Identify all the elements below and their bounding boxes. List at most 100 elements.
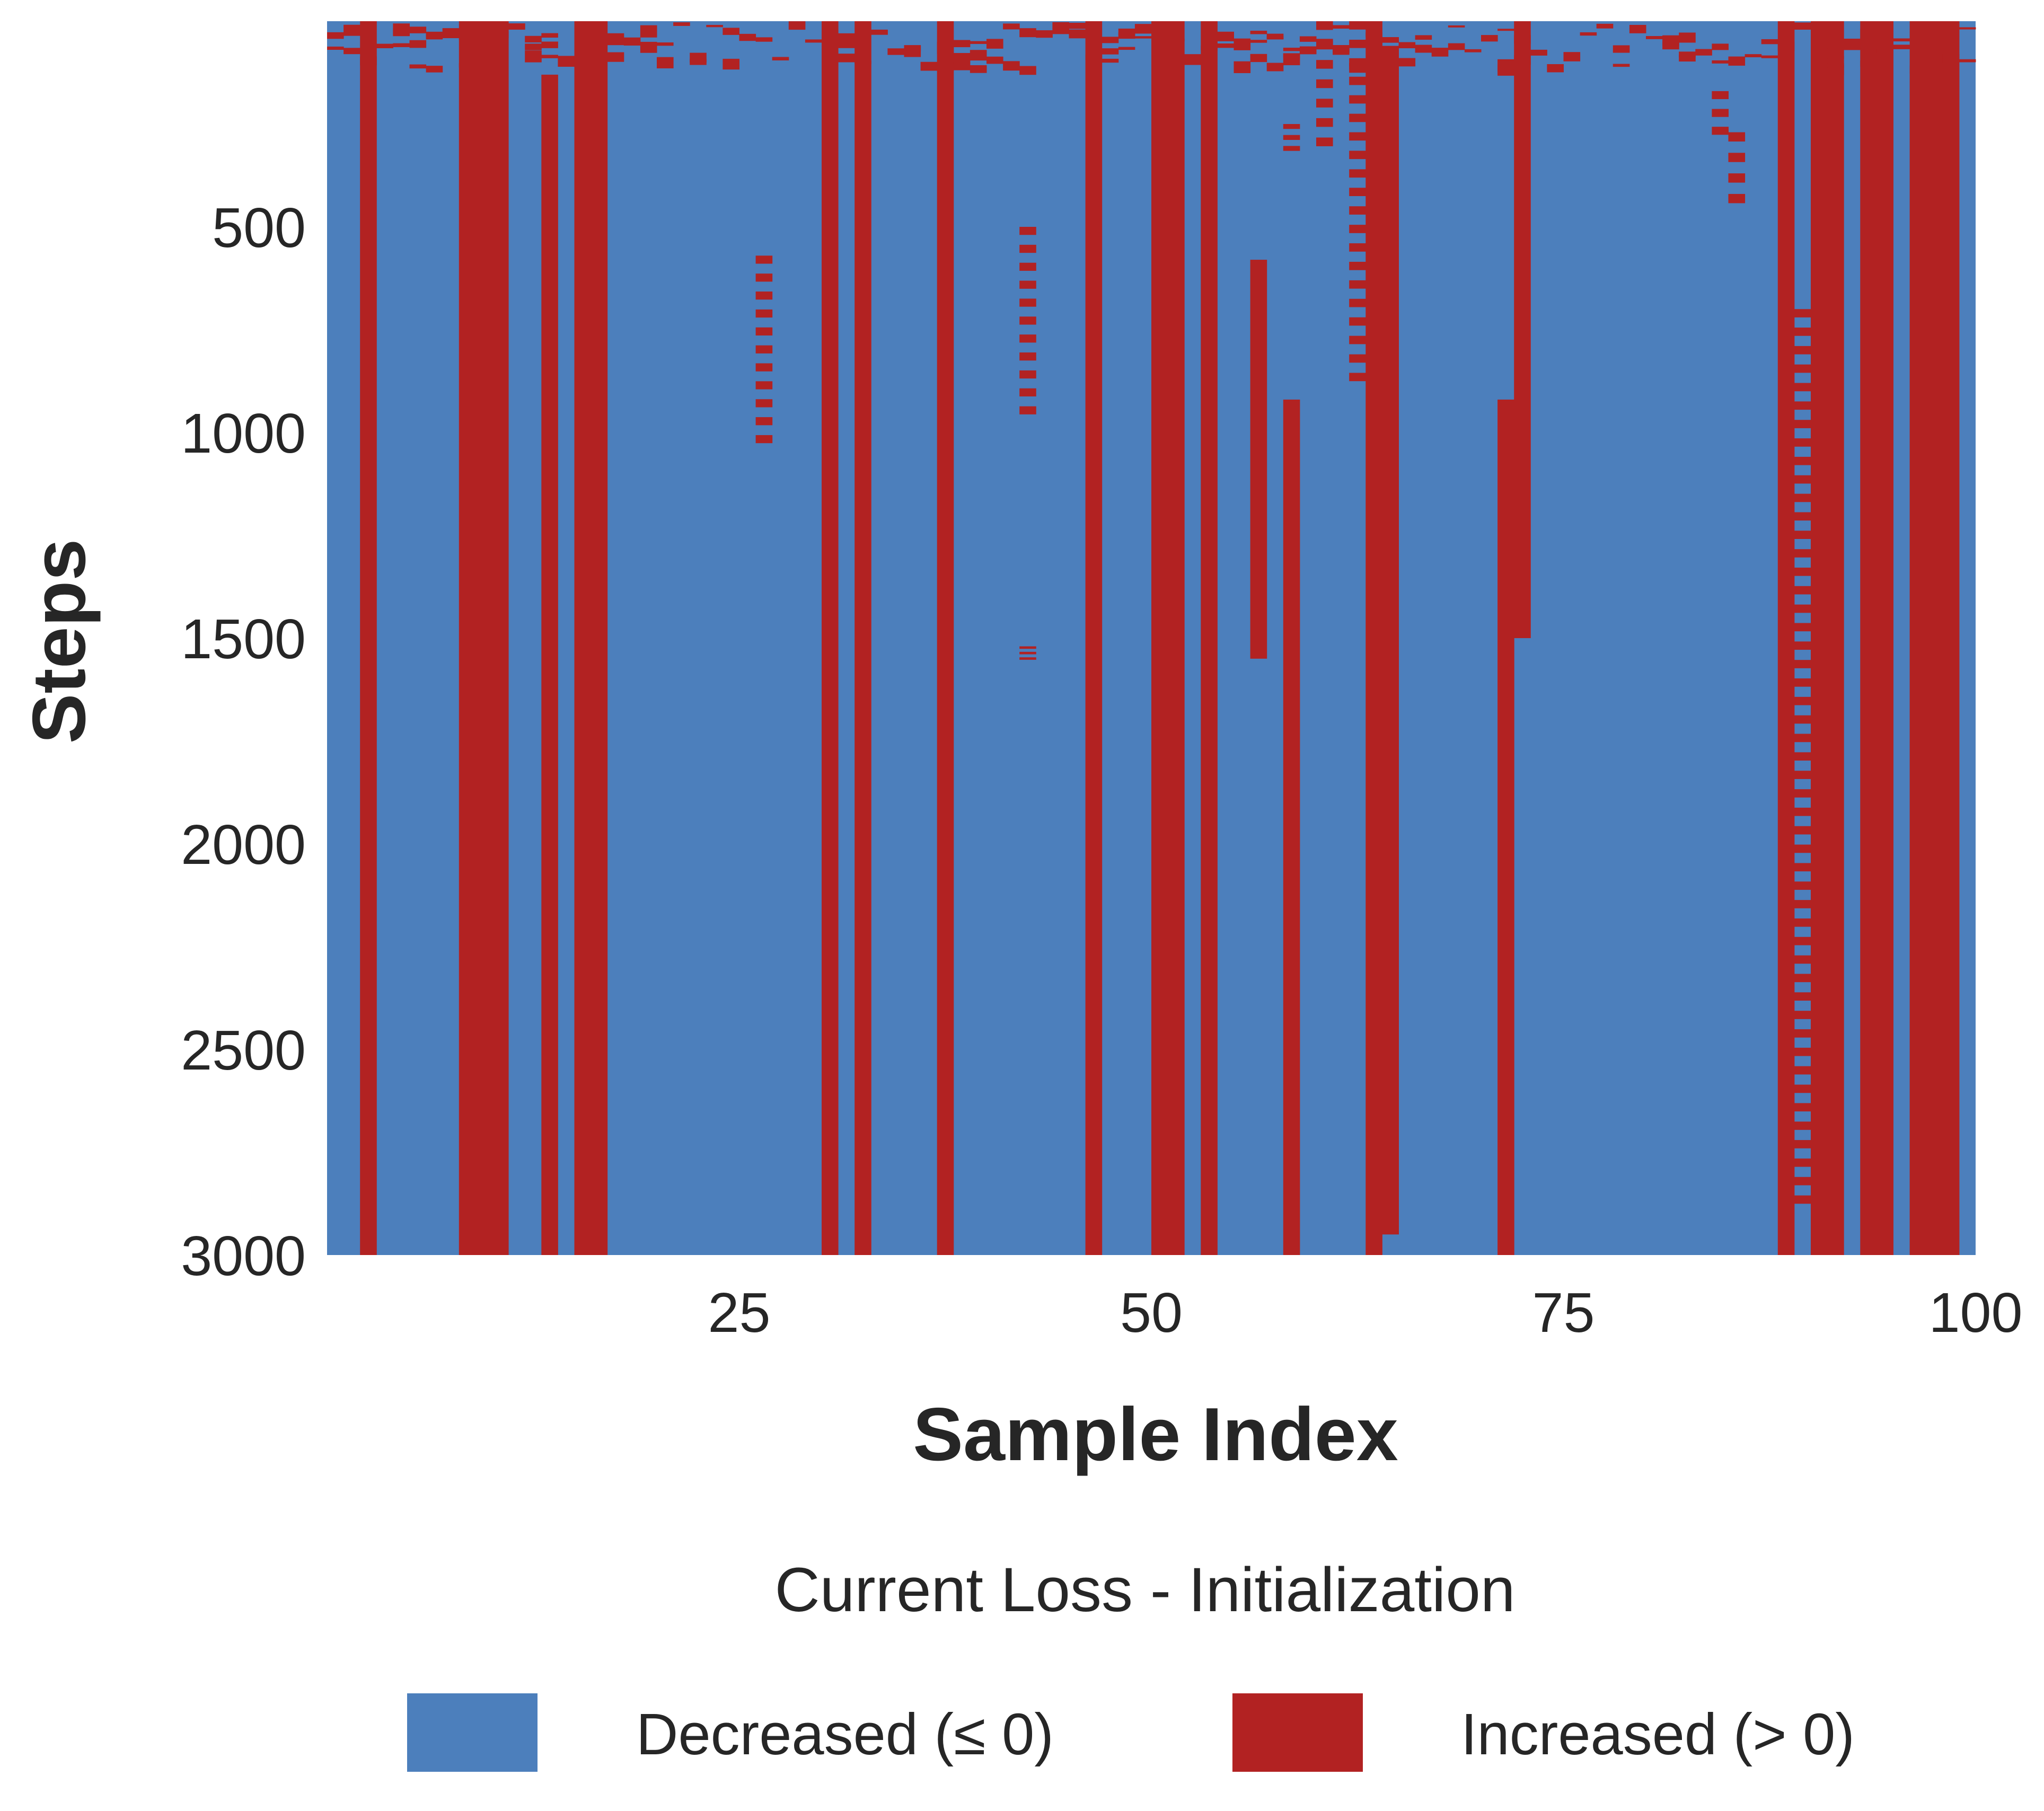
heatmap-cell-increased (1794, 715, 1811, 724)
heatmap-cell-increased (1613, 45, 1630, 53)
heatmap-cell-increased (1794, 844, 1811, 853)
heatmap-cell-increased (1382, 37, 1399, 43)
heatmap-cell-increased (442, 28, 460, 38)
heatmap-cell-increased (1349, 113, 1366, 122)
heatmap-cell-increased (1679, 51, 1696, 58)
heatmap-cell-increased (854, 61, 871, 64)
heatmap-cell-increased (1580, 32, 1597, 36)
heatmap-cell-increased (1794, 1029, 1811, 1038)
heatmap-cell-increased (1794, 826, 1811, 835)
heatmap-cell-increased (1250, 260, 1267, 659)
heatmap-cell-increased (1201, 21, 1218, 1255)
heatmap-cell-increased (1250, 54, 1267, 63)
heatmap-cell-increased (805, 39, 822, 43)
heatmap-cell-increased (1349, 169, 1366, 178)
heatmap-cell-increased (1679, 55, 1696, 62)
heatmap-cell-increased (1794, 1047, 1811, 1056)
heatmap-cell-increased (1316, 21, 1333, 30)
heatmap-cell-increased (1514, 21, 1531, 638)
heatmap-cell-increased (541, 33, 558, 38)
heatmap-cell-increased (1316, 118, 1333, 127)
heatmap-cell-increased (1893, 38, 1910, 42)
heatmap-cell-increased (772, 57, 789, 61)
heatmap-cell-increased (1613, 64, 1630, 67)
heatmap-cell-increased (1019, 66, 1036, 75)
heatmap-cell-increased (1283, 47, 1300, 51)
heatmap-cell-increased (1728, 132, 1746, 142)
heatmap-cell-increased (755, 399, 773, 408)
heatmap-cell-increased (492, 21, 509, 1255)
heatmap-cell-increased (1909, 21, 1927, 1255)
heatmap-cell-increased (937, 42, 954, 54)
heatmap-cell-increased (755, 363, 773, 372)
heatmap-cell-increased (1497, 399, 1514, 1256)
heatmap-cell-increased (1316, 79, 1333, 89)
heatmap-cell-increased (475, 42, 492, 47)
heatmap-cell-increased (739, 33, 756, 41)
heatmap-cell-increased (838, 54, 855, 63)
heatmap-cell-increased (360, 56, 377, 66)
heatmap-cell-increased (1036, 30, 1053, 38)
heatmap-cell-increased (1926, 21, 1943, 1255)
heatmap-cell-increased (690, 60, 707, 65)
x-tick-label: 75 (1532, 1282, 1595, 1344)
heatmap-cell-increased (1266, 36, 1284, 40)
heatmap-cell-increased (1794, 549, 1811, 558)
heatmap-cell-increased (1168, 21, 1185, 1255)
heatmap-cell-increased (1794, 383, 1811, 392)
heatmap-cell-increased (937, 62, 954, 72)
heatmap-cell-increased (1299, 46, 1317, 55)
heatmap-cell-increased (1844, 38, 1861, 50)
heatmap-cell-increased (1959, 27, 1976, 30)
heatmap-cell-increased (1530, 49, 1547, 56)
heatmap-cell-increased (591, 21, 608, 1255)
heatmap-cell-increased (1168, 39, 1185, 41)
heatmap-cell-increased (1069, 23, 1086, 29)
heatmap-cell-increased (1794, 438, 1811, 447)
heatmap-cell-increased (475, 48, 492, 55)
heatmap-cell-increased (1085, 55, 1103, 60)
heatmap-cell-increased (1415, 35, 1432, 40)
legend-swatch-decreased (407, 1693, 538, 1772)
heatmap-cell-increased (409, 64, 427, 69)
heatmap-cell-increased (591, 37, 608, 42)
heatmap-cell-increased (1052, 22, 1069, 34)
heatmap-cell-increased (1349, 206, 1366, 215)
heatmap-cell-increased (1134, 24, 1152, 34)
heatmap-cell-increased (1794, 309, 1811, 317)
heatmap-cell-increased (1942, 21, 1960, 1255)
heatmap-cell-increased (755, 417, 773, 426)
heatmap-cell-increased (986, 39, 1003, 49)
heatmap-cell-increased (343, 24, 360, 36)
heatmap-cell-increased (1794, 420, 1811, 428)
heatmap-cell-increased (1250, 40, 1267, 43)
heatmap-cell-increased (1316, 60, 1333, 69)
heatmap-cell-increased (1794, 955, 1811, 964)
heatmap-cell-increased (1201, 45, 1218, 51)
heatmap-cell-increased (986, 56, 1003, 64)
heatmap-cell-increased (838, 36, 855, 48)
heatmap-cell-increased (723, 58, 739, 70)
heatmap-cell-increased (541, 55, 558, 58)
heatmap-cell-increased (1712, 109, 1729, 117)
heatmap-cell-increased (1679, 32, 1696, 43)
heatmap-cell-increased (1349, 95, 1366, 104)
heatmap-cell-increased (1349, 261, 1366, 270)
heatmap-cell-increased (755, 309, 773, 318)
heatmap-cell-increased (1662, 42, 1679, 50)
y-tick-label: 2500 (181, 1019, 306, 1082)
heatmap-cell-increased (541, 74, 558, 1256)
heatmap-cell-increased (854, 21, 871, 1255)
heatmap-cell-increased (1481, 35, 1498, 42)
heatmap-cell-increased (1151, 25, 1168, 32)
heatmap-cell-increased (1349, 298, 1366, 307)
heatmap-cell-increased (755, 255, 773, 264)
legend-label-decreased: Decreased (≤ 0) (636, 1702, 1054, 1767)
heatmap-cell-increased (1333, 25, 1350, 29)
y-tick-label: 2000 (181, 814, 306, 876)
heatmap-cell-increased (1019, 388, 1036, 396)
heatmap-cell-increased (1085, 21, 1103, 1255)
heatmap-cell-increased (475, 21, 492, 1255)
heatmap-cell-increased (1431, 48, 1449, 57)
heatmap-cell-increased (1794, 512, 1811, 521)
